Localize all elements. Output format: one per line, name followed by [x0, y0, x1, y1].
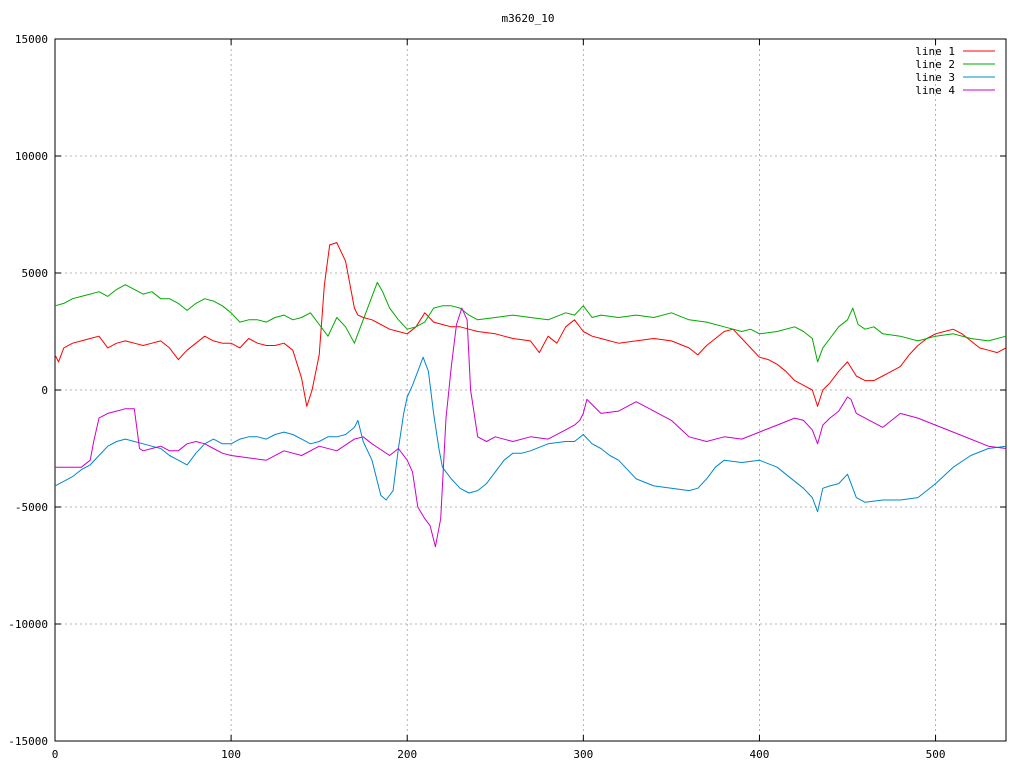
- x-tick-label: 300: [573, 748, 593, 761]
- x-tick-label: 200: [397, 748, 417, 761]
- y-tick-label: 0: [41, 384, 48, 397]
- y-tick-label: 15000: [15, 33, 48, 46]
- y-tick-label: -5000: [15, 501, 48, 514]
- chart-title: m3620_10: [502, 12, 555, 25]
- series-group: [54, 242, 1007, 548]
- axis-ticks: -15000 -10000 -5000 0 5000 10000 15000 0 100 200 3…: [8, 33, 1006, 761]
- y-tick-label: -15000: [8, 735, 48, 748]
- grid: [55, 39, 1006, 741]
- legend-label-4: line 4: [915, 84, 955, 97]
- series-line-2: [54, 281, 1007, 363]
- x-tick-label: 500: [926, 748, 946, 761]
- legend-label-3: line 3: [915, 71, 955, 84]
- x-tick-label: 400: [750, 748, 770, 761]
- legend-label-2: line 2: [915, 58, 955, 71]
- x-tick-label: 100: [221, 748, 241, 761]
- y-tick-label: -10000: [8, 618, 48, 631]
- series-line-4: [55, 307, 1007, 548]
- y-tick-label: 5000: [22, 267, 49, 280]
- legend-label-1: line 1: [915, 45, 955, 58]
- series-line-1: [54, 242, 1007, 407]
- x-tick-label: 0: [52, 748, 59, 761]
- series-line-3: [54, 356, 1007, 513]
- y-tick-label: 10000: [15, 150, 48, 163]
